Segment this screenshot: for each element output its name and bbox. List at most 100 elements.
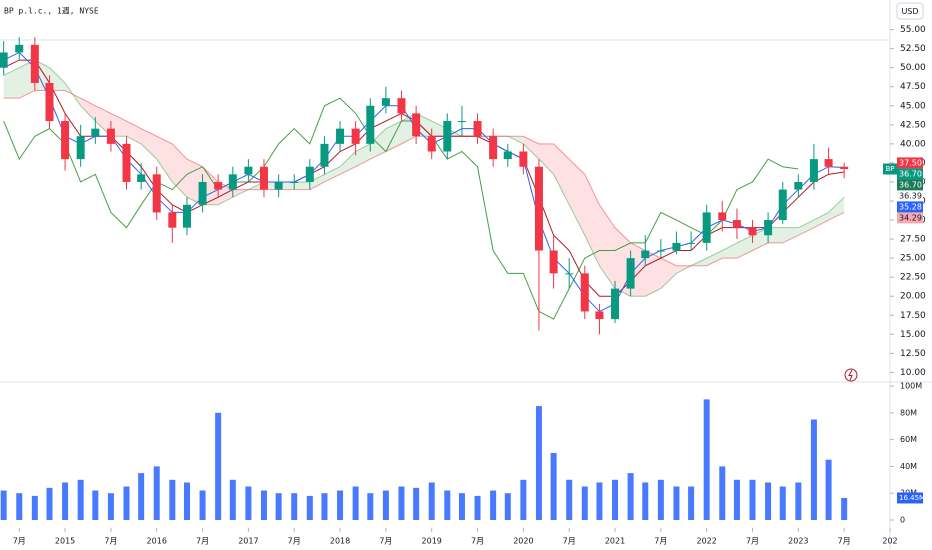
x-tick-label: 7月 bbox=[654, 537, 667, 546]
volume-bar bbox=[352, 486, 359, 520]
candle-body bbox=[565, 273, 574, 275]
candle-body bbox=[718, 212, 727, 221]
x-tick-label: 7月 bbox=[288, 537, 301, 546]
candle-body bbox=[214, 181, 223, 190]
volume-bar bbox=[398, 486, 405, 520]
y-tick-label: 27.50 bbox=[900, 235, 926, 245]
symbol-label: BP bbox=[885, 165, 894, 173]
x-tick-label: 2015 bbox=[55, 537, 75, 546]
volume-bar bbox=[703, 399, 710, 520]
candle-body bbox=[0, 52, 8, 68]
x-tick-label: 2018 bbox=[330, 537, 350, 546]
volume-bar bbox=[306, 495, 313, 520]
price-marker bbox=[897, 212, 923, 224]
cloud bbox=[828, 197, 845, 221]
candle-body bbox=[320, 143, 329, 167]
x-tick-label: 7月 bbox=[838, 537, 851, 546]
volume-bar bbox=[765, 482, 772, 520]
candle-body bbox=[137, 174, 146, 182]
cloud bbox=[798, 220, 814, 236]
price-marker bbox=[897, 201, 923, 213]
cloud bbox=[569, 159, 585, 236]
cloud bbox=[736, 235, 753, 259]
volume-bar bbox=[92, 490, 99, 520]
candle-body bbox=[351, 128, 360, 144]
y-tick-label: 52.50 bbox=[900, 44, 926, 54]
volume-bar bbox=[229, 479, 236, 520]
x-tick-label: 7月 bbox=[196, 537, 209, 546]
candle-body bbox=[626, 258, 635, 289]
cloud bbox=[324, 166, 341, 182]
y-tick-label: 22.50 bbox=[900, 273, 926, 283]
price-marker bbox=[897, 179, 923, 191]
price-marker-label: 36.70 bbox=[899, 169, 922, 178]
cloud bbox=[294, 181, 310, 190]
volume-bar bbox=[153, 466, 160, 520]
volume-bar bbox=[550, 453, 557, 520]
volume-bar bbox=[123, 486, 130, 520]
cloud bbox=[722, 242, 737, 259]
price-marker-label: 35.28 bbox=[899, 202, 922, 211]
candle-body bbox=[656, 250, 665, 252]
x-tick-label: 2020 bbox=[513, 537, 533, 546]
candle-body bbox=[274, 181, 283, 190]
cloud bbox=[156, 136, 173, 182]
y-tick-label: 20.00 bbox=[900, 292, 926, 302]
event-icon-bolt bbox=[848, 369, 853, 381]
cloud bbox=[553, 143, 570, 205]
candle-body bbox=[457, 121, 466, 123]
candle-body bbox=[45, 82, 54, 122]
price-marker bbox=[897, 190, 923, 202]
candle-body bbox=[824, 159, 833, 167]
price-marker-label: 36.70 bbox=[899, 180, 922, 189]
volume-bar bbox=[795, 482, 802, 520]
candle-body bbox=[244, 166, 253, 175]
currency-box[interactable] bbox=[896, 2, 924, 20]
volume-bar bbox=[458, 493, 465, 520]
volume-bar bbox=[504, 493, 511, 520]
currency[interactable]: USD bbox=[901, 7, 918, 16]
volume-bar bbox=[474, 495, 481, 520]
volume-bar bbox=[642, 482, 649, 520]
cloud bbox=[660, 258, 677, 289]
volume-bar bbox=[657, 479, 664, 520]
candle-body bbox=[595, 311, 604, 320]
volume-bar bbox=[169, 479, 176, 520]
candle-body bbox=[182, 204, 191, 228]
volume-bar bbox=[749, 479, 756, 520]
candle-body bbox=[336, 128, 345, 144]
span-a-line bbox=[3, 59, 845, 297]
x-tick-label: 202 bbox=[882, 537, 897, 546]
volume-bar bbox=[46, 487, 53, 520]
y-tick-label: 10.00 bbox=[900, 368, 926, 378]
cloud bbox=[782, 227, 799, 243]
cloud bbox=[309, 174, 325, 190]
volume-bar bbox=[627, 473, 634, 520]
cloud bbox=[599, 204, 616, 289]
price-marker-label: 36.39 bbox=[899, 191, 922, 200]
cloud bbox=[172, 143, 187, 198]
y-tick-label: 55.00 bbox=[900, 25, 926, 35]
y-tick-label: 60M bbox=[900, 435, 917, 444]
candle-body bbox=[549, 250, 558, 274]
volume-bar bbox=[673, 486, 680, 520]
volume-bar bbox=[535, 406, 542, 520]
candle-body bbox=[687, 242, 696, 244]
y-tick-label: 80M bbox=[900, 408, 917, 417]
volume-bar bbox=[260, 490, 267, 520]
candle-body bbox=[503, 151, 512, 160]
volume-bar bbox=[566, 479, 573, 520]
volume-bar bbox=[245, 486, 252, 520]
candle-body bbox=[702, 212, 711, 243]
volume-bar bbox=[291, 493, 298, 520]
candle-body bbox=[198, 181, 207, 205]
candle-body bbox=[672, 242, 681, 251]
x-tick-label: 7月 bbox=[104, 537, 117, 546]
candle-body bbox=[30, 44, 39, 83]
candle-body bbox=[748, 227, 757, 236]
y-tick-label: 15.00 bbox=[900, 330, 926, 340]
volume-bar bbox=[779, 486, 786, 520]
candle-body bbox=[366, 105, 375, 144]
y-tick-label: 0 bbox=[900, 516, 905, 525]
